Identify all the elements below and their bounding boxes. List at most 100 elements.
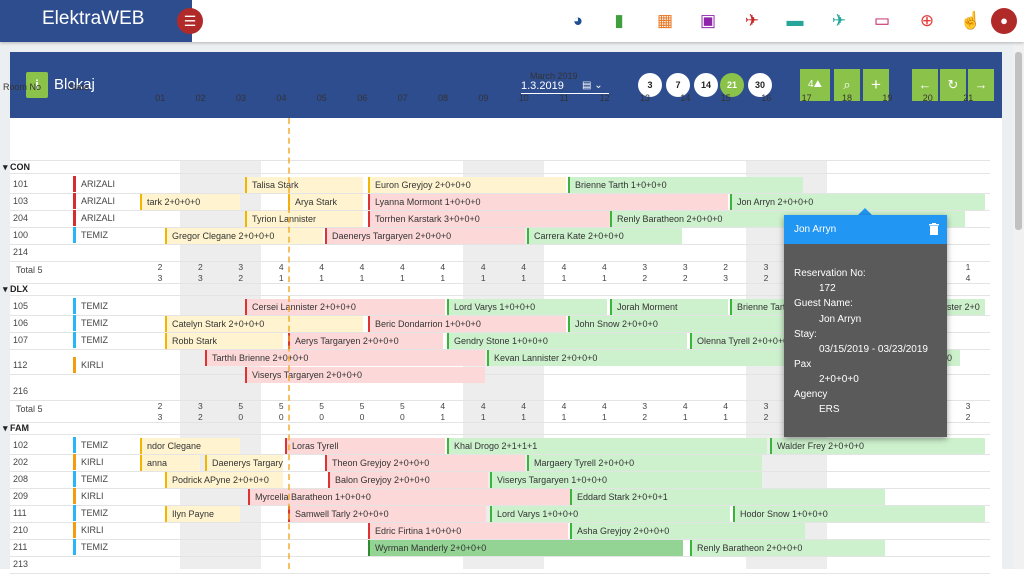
group-dlx[interactable]: ▾ DLX (3, 284, 29, 294)
pie-chart-icon[interactable]: ◕ (572, 11, 584, 30)
booking-bar[interactable]: Aerys Targaryen 2+0+0+0 (288, 333, 443, 349)
booking-bar[interactable]: Ilyn Payne (165, 506, 240, 522)
booking-bar[interactable]: Arya Stark (288, 194, 363, 210)
refresh-button[interactable]: ↻ (940, 69, 966, 101)
booking-bar[interactable]: Theon Greyjoy 2+0+0+0 (325, 455, 525, 471)
room-no[interactable]: 111 (13, 508, 27, 518)
booking-bar[interactable]: Hodor Snow 1+0+0+0 (733, 506, 985, 522)
grid-icon[interactable]: ▦ (656, 11, 674, 30)
booking-bar[interactable]: Balon Greyjoy 2+0+0+0 (328, 472, 488, 488)
state-indicator (73, 454, 76, 470)
credit-card-icon[interactable]: ▭ (873, 11, 891, 30)
touch-icon[interactable]: ☝ (960, 11, 982, 30)
booking-bar[interactable]: Loras Tyrell (285, 438, 445, 454)
booking-bar[interactable]: Edric Firtina 1+0+0+0 (368, 523, 568, 539)
booking-bar[interactable]: Lord Varys 1+0+0+0 (490, 506, 730, 522)
zoom-button-3[interactable]: 3 (638, 73, 662, 97)
room-no[interactable]: 107 (13, 335, 29, 345)
booking-bar[interactable]: Asha Greyjoy 2+0+0+0 (570, 523, 805, 539)
booking-bar[interactable]: Khal Drogo 2+1+1+1 (447, 438, 767, 454)
booking-bar[interactable]: tark 2+0+0+0 (140, 194, 240, 210)
booking-bar[interactable]: Talisa Stark (245, 177, 363, 193)
room-no[interactable]: 213 (13, 559, 29, 569)
room-no[interactable]: 204 (13, 213, 29, 223)
booking-bar[interactable]: Beric Dondarrion 1+0+0+0 (368, 316, 566, 332)
booking-bar[interactable]: Podrick APyne 2+0+0+0 (165, 472, 283, 488)
room-no[interactable]: 100 (13, 230, 29, 240)
booking-bar[interactable]: Lyanna Mormont 1+0+0+0 (368, 194, 728, 210)
departure-icon[interactable]: ✈ (744, 11, 760, 30)
booking-bar[interactable]: Torrhen Karstark 3+0+0+0 (368, 211, 613, 227)
room-no[interactable]: 105 (13, 301, 29, 311)
scrollbar-track[interactable] (1013, 42, 1024, 569)
booking-bar[interactable]: Lord Varys 1+0+0+0 (447, 299, 607, 315)
bar-chart-icon[interactable]: ▮ (614, 11, 624, 30)
bed-icon[interactable]: ▬ (786, 11, 804, 30)
group-fam[interactable]: ▾ FAM (3, 423, 30, 433)
room-no[interactable]: 209 (13, 491, 29, 501)
room-no[interactable]: 101 (13, 179, 29, 189)
room-beds-button[interactable]: 4⛰ (800, 69, 830, 101)
calendar-dropdown-icon[interactable]: ▤ ⌄ (582, 80, 603, 91)
cart-icon[interactable]: ⊕ (919, 11, 935, 30)
booking-bar[interactable]: Renly Baratheon 2+0+0+0 (690, 540, 885, 556)
booking-bar[interactable]: Cersei Lannister 2+0+0+0 (245, 299, 445, 315)
search-button[interactable]: ⌕ (834, 69, 860, 101)
booking-bar[interactable]: Viserys Targaryen 1+0+0+0 (490, 472, 762, 488)
room-no[interactable]: 216 (13, 386, 29, 396)
booking-bar[interactable]: Kevan Lannister 2+0+0+0 (487, 350, 785, 366)
scrollbar-thumb[interactable] (1015, 52, 1022, 230)
arrival-icon[interactable]: ✈ (831, 11, 847, 30)
total-value: 1 (602, 273, 607, 283)
booking-bar[interactable]: Viserys Targaryen 2+0+0+0 (245, 367, 485, 383)
room-no[interactable]: 112 (13, 360, 28, 370)
booking-bar[interactable]: Myrcella Baratheon 1+0+0+0 (248, 489, 570, 505)
room-no[interactable]: 102 (13, 440, 29, 450)
next-button[interactable]: → (968, 69, 994, 101)
booking-bar[interactable]: Tyrion Lannister (245, 211, 363, 227)
zoom-button-14[interactable]: 14 (694, 73, 718, 97)
booking-bar[interactable]: Tarthlı Brienne 2+0+0+0 (205, 350, 485, 366)
zoom-button-7[interactable]: 7 (666, 73, 690, 97)
room-no[interactable]: 106 (13, 318, 29, 328)
booking-bar[interactable]: Robb Stark (165, 333, 283, 349)
room-no[interactable]: 210 (13, 525, 29, 535)
booking-bar[interactable]: Daenerys Targary (205, 455, 283, 471)
booking-bar[interactable]: Wyrman Manderly 2+0+0+0 (368, 540, 683, 556)
menu-icon[interactable]: ☰ (177, 8, 203, 34)
room-no[interactable]: 211 (13, 542, 28, 552)
user-avatar-icon[interactable]: ● (991, 8, 1017, 34)
booking-bar[interactable]: ndor Clegane (140, 438, 240, 454)
zoom-button-21[interactable]: 21 (720, 73, 744, 97)
add-button[interactable]: + (863, 69, 889, 101)
booking-bar[interactable]: Eddard Stark 2+0+0+1 (570, 489, 885, 505)
booking-bar[interactable]: Margaery Tyrell 2+0+0+0 (527, 455, 762, 471)
booking-bar[interactable]: Gendry Stone 1+0+0+0 (447, 333, 687, 349)
date-input[interactable] (521, 78, 609, 94)
booking-bar[interactable]: Daenerys Targaryen 2+0+0+0 (325, 228, 525, 244)
booking-bar[interactable]: Samwell Tarly 2+0+0+0 (288, 506, 486, 522)
room-no[interactable]: 208 (13, 474, 29, 484)
booking-bar[interactable]: Walder Frey 2+0+0+0 (770, 438, 985, 454)
booking-bar[interactable]: Carrera Kate 2+0+0+0 (527, 228, 682, 244)
room-state: TEMIZ (81, 508, 108, 518)
booking-bar[interactable]: anna (140, 455, 200, 471)
room-no[interactable]: 202 (13, 457, 29, 467)
info-icon[interactable]: i (26, 72, 48, 98)
room-no[interactable]: 214 (13, 247, 29, 257)
calendar-icon[interactable]: ▣ (699, 11, 717, 30)
booking-bar[interactable]: Gregor Clegane 2+0+0+0 (165, 228, 323, 244)
trash-icon[interactable] (929, 223, 939, 235)
zoom-button-30[interactable]: 30 (748, 73, 772, 97)
row-divider (10, 261, 990, 262)
booking-bar[interactable]: John Snow 2+0+0+0 (568, 316, 803, 332)
booking-bar[interactable]: Jorah Morment (610, 299, 728, 315)
booking-bar[interactable]: Euron Greyjoy 2+0+0+0 (368, 177, 566, 193)
booking-bar[interactable]: Olenna Tyrell 2+0+0+0 (690, 333, 785, 349)
group-con[interactable]: ▾ CON (3, 162, 31, 172)
booking-bar[interactable]: Jon Arryn 2+0+0+0 (730, 194, 985, 210)
booking-bar[interactable]: Brienne Tarth 1+0+0+0 (568, 177, 803, 193)
prev-button[interactable]: ← (912, 69, 938, 101)
room-no[interactable]: 103 (13, 196, 29, 206)
booking-bar[interactable]: Catelyn Stark 2+0+0+0 (165, 316, 363, 332)
